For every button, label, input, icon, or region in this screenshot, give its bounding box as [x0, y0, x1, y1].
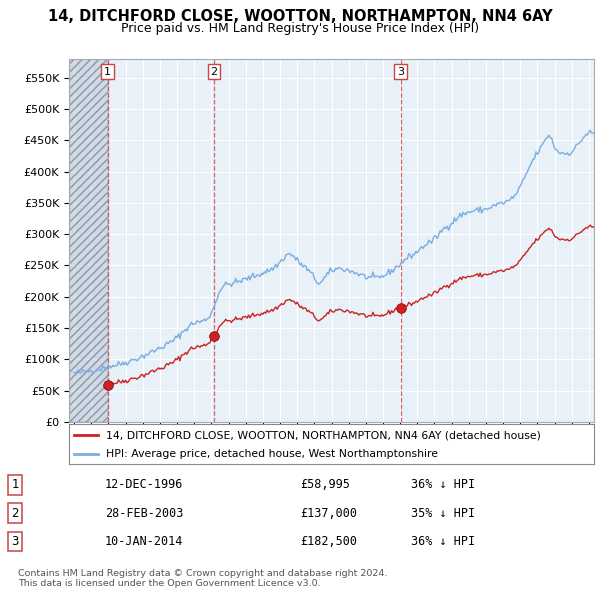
Text: Price paid vs. HM Land Registry's House Price Index (HPI): Price paid vs. HM Land Registry's House …: [121, 22, 479, 35]
Text: £137,000: £137,000: [300, 507, 357, 520]
Text: 35% ↓ HPI: 35% ↓ HPI: [411, 507, 475, 520]
Text: 2: 2: [11, 507, 19, 520]
Text: HPI: Average price, detached house, West Northamptonshire: HPI: Average price, detached house, West…: [106, 450, 438, 459]
Text: 1: 1: [104, 67, 111, 77]
Text: £58,995: £58,995: [300, 478, 350, 491]
Text: Contains HM Land Registry data © Crown copyright and database right 2024.
This d: Contains HM Land Registry data © Crown c…: [18, 569, 388, 588]
Text: 3: 3: [11, 535, 19, 548]
Text: £182,500: £182,500: [300, 535, 357, 548]
Bar: [69, 59, 107, 422]
Text: 10-JAN-2014: 10-JAN-2014: [105, 535, 184, 548]
Bar: [69, 59, 107, 422]
Text: 2: 2: [211, 67, 218, 77]
Text: 1: 1: [11, 478, 19, 491]
Text: 28-FEB-2003: 28-FEB-2003: [105, 507, 184, 520]
Text: 3: 3: [397, 67, 404, 77]
Text: 14, DITCHFORD CLOSE, WOOTTON, NORTHAMPTON, NN4 6AY (detached house): 14, DITCHFORD CLOSE, WOOTTON, NORTHAMPTO…: [106, 431, 541, 441]
Text: 36% ↓ HPI: 36% ↓ HPI: [411, 478, 475, 491]
Text: 14, DITCHFORD CLOSE, WOOTTON, NORTHAMPTON, NN4 6AY: 14, DITCHFORD CLOSE, WOOTTON, NORTHAMPTO…: [47, 9, 553, 24]
Text: 36% ↓ HPI: 36% ↓ HPI: [411, 535, 475, 548]
Text: 12-DEC-1996: 12-DEC-1996: [105, 478, 184, 491]
